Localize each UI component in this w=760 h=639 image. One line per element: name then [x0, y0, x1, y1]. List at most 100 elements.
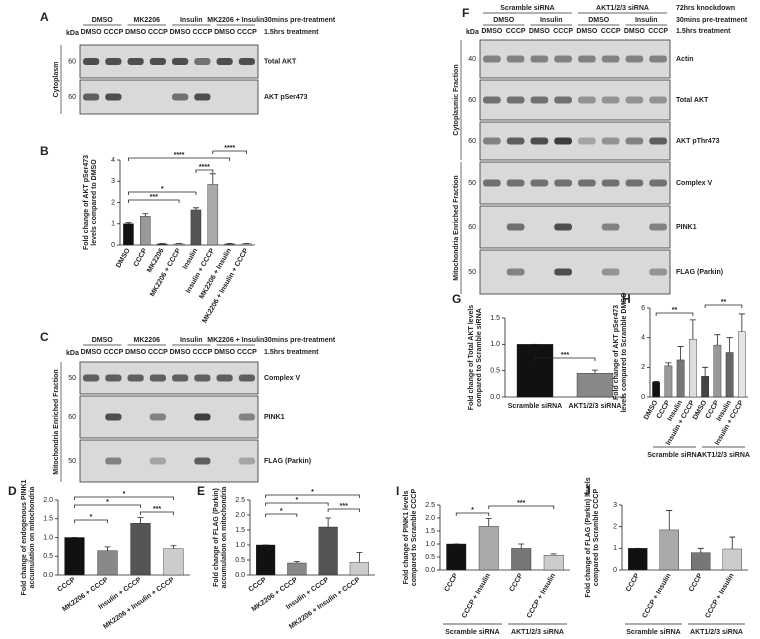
blot-band [601, 137, 620, 145]
x-tick-label: CCCP + Insulin [461, 572, 492, 619]
error-bar [653, 381, 660, 383]
error-bar [714, 334, 721, 346]
y-tick-label: 4 [641, 335, 645, 342]
y-tick-label: 0.0 [425, 567, 435, 574]
blot-band [105, 93, 122, 101]
condition-label: CCCP [148, 29, 168, 36]
group-label: AKT1/2/3 siRNA [690, 629, 743, 636]
significance-label: * [161, 186, 164, 193]
condition-label: DMSO [214, 29, 236, 36]
bar [173, 243, 185, 246]
y-tick-label: 0.0 [43, 572, 53, 579]
blot-band [506, 268, 525, 276]
bar [318, 526, 338, 576]
blot-panel [479, 249, 671, 295]
error-bar [293, 561, 300, 563]
bar [140, 216, 151, 246]
error-bar [689, 319, 696, 340]
bar [713, 344, 722, 398]
x-tick-label: CCCP [688, 572, 704, 593]
significance-label: * [280, 508, 283, 515]
blot-band [625, 137, 644, 145]
blot-band [649, 55, 667, 63]
blot-band [194, 413, 211, 421]
significance-label: **** [224, 145, 235, 152]
y-tick-label: 3 [613, 502, 617, 509]
condition-label: Insulin [180, 337, 203, 344]
y-tick-label: 6 [641, 305, 645, 312]
blot-band [149, 413, 166, 421]
y-axis-label: compared to Scramble CCCP [411, 489, 418, 587]
y-tick-label: 4 [111, 157, 115, 164]
blot-band [554, 179, 572, 187]
panel-letter: C [40, 330, 49, 344]
mw-marker: 60 [468, 224, 476, 231]
blot-panel [479, 79, 671, 121]
panel-letter: A [40, 10, 49, 24]
blot-band [554, 96, 572, 104]
bar [738, 331, 746, 398]
significance-label: ** [721, 299, 727, 306]
blot-band [649, 268, 667, 276]
significance-bracket [195, 169, 214, 173]
x-tick-label: CCCP + Insulin [641, 572, 672, 619]
blot-band [506, 137, 525, 145]
condition-label: DMSO [588, 17, 610, 24]
bar [511, 548, 532, 571]
blot-band [172, 93, 189, 101]
mw-marker: 50 [468, 269, 476, 276]
significance-bracket [534, 357, 596, 361]
significance-bracket [74, 519, 108, 523]
blot-band [83, 93, 100, 101]
condition-label: CCCP [192, 29, 212, 36]
panel-letter: J [584, 484, 591, 498]
significance-label: *** [153, 506, 161, 513]
blot-band [238, 374, 255, 382]
blot-band [238, 413, 255, 421]
panel-letter: F [462, 6, 469, 20]
significance-bracket [265, 494, 360, 498]
kda-label: kDa [466, 29, 479, 36]
blot-band [578, 55, 596, 63]
bar [652, 381, 661, 398]
mw-marker: 50 [68, 458, 76, 465]
blot-band [506, 223, 525, 231]
y-axis-label: Fold change of FLAG (Parkin) levels [585, 477, 592, 597]
condition-label: Insulin [540, 17, 563, 24]
bar [207, 184, 219, 246]
condition-label: DMSO [493, 17, 515, 24]
blot-band [578, 96, 596, 104]
y-tick-label: 1.5 [490, 315, 500, 322]
condition-label: MK2206 + Insulin [207, 337, 264, 344]
significance-bracket [655, 312, 694, 316]
y-tick-label: 2 [613, 524, 617, 531]
x-tick-label: Insulin [182, 247, 199, 270]
blot-band [105, 413, 122, 421]
panel-letter: I [396, 484, 399, 498]
blot-band [172, 374, 189, 382]
y-tick-label: 1.0 [235, 542, 245, 549]
y-tick-label: 1.0 [425, 541, 435, 548]
y-axis-label: accumulation on mitochondria [221, 486, 228, 588]
significance-bracket [128, 157, 231, 161]
group-label: Scramble siRNA [647, 452, 701, 459]
significance-bracket [128, 199, 180, 203]
bar [349, 562, 369, 576]
significance-bracket [265, 513, 298, 517]
significance-label: * [296, 497, 299, 504]
x-tick-label: CCCP + Insulin [526, 572, 557, 619]
condition-label: CCCP [237, 349, 257, 356]
x-tick-label: AKT1/2/3 siRNA [569, 403, 622, 410]
blot-band [530, 137, 549, 145]
error-bar [666, 510, 673, 530]
bar [659, 529, 679, 571]
y-tick-label: 2 [641, 364, 645, 371]
blot-label: PINK1 [676, 224, 697, 231]
blot-band [105, 374, 122, 382]
y-tick-label: 1.0 [43, 534, 53, 541]
blot-band [625, 179, 644, 187]
blot-band [506, 55, 525, 63]
y-tick-label: 1.5 [43, 516, 53, 523]
blot-band [506, 96, 525, 104]
